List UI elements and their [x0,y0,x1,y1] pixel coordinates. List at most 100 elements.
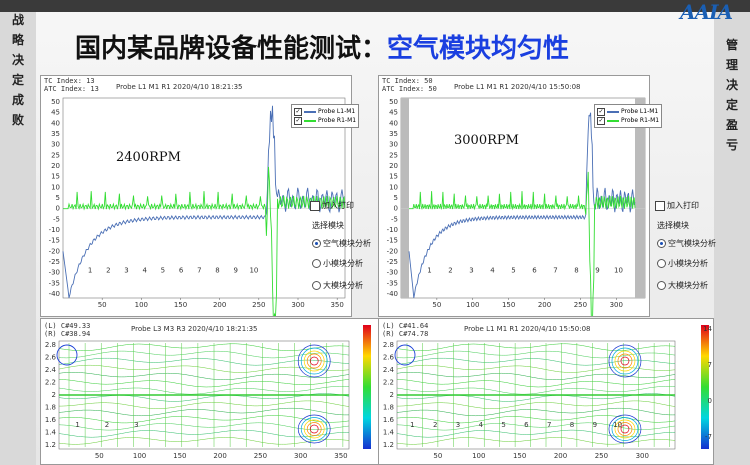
y-tick-label: 2.4 [383,366,395,374]
radio-large-module-left[interactable]: 大模块分析 [312,280,363,291]
r-value-label: (R) C#74.78 [382,330,428,338]
legend-item[interactable]: ✓ Probe L1-M1 [294,107,356,116]
right-vertical-text: 管理决定盈亏 [725,38,738,152]
x-tick-label: 100 [466,301,479,309]
y-tick-label: -15 [49,237,60,245]
select-module-label-left: 选择模块 [312,221,344,230]
colorbar-tick-label: 14 [703,325,712,333]
l-value-label: (L) C#41.64 [382,322,428,330]
y-tick-label: 2.2 [383,379,394,387]
select-module-label-right: 选择模块 [657,221,689,230]
left-vertical-text: 战略决定成败 [11,13,24,127]
y-tick-label: -5 [53,215,60,223]
checkbox-icon [655,200,665,211]
segment-label: 8 [570,421,574,429]
y-tick-label: 35 [389,130,398,138]
segment-label: 3 [134,421,138,429]
y-tick-label: 0 [56,205,60,213]
title-main: 国内某品牌设备性能测试： [75,34,388,64]
y-tick-label: 2.6 [383,354,395,362]
legend-left: ✓ Probe L1-M1 ✓ Probe R1-M1 [291,104,360,128]
y-tick-label: 1.8 [383,404,394,412]
colorbar [701,325,709,449]
radio-label: 大模块分析 [668,281,708,290]
colorbar-tick-label: -7 [705,433,712,441]
y-tick-label: 5 [56,194,60,202]
series-l1-m1 [408,112,636,298]
radio-label: 空气模块分析 [668,239,716,248]
colorbar [363,325,371,449]
segment-label: 1 [88,267,92,275]
x-tick-label: 100 [133,452,146,460]
line-swatch-icon [607,119,619,122]
top-bar [0,0,750,12]
line-plot-right: TC Index: 50 ATC Index: 50 Probe L1 M1 R… [382,77,646,316]
y-tick-label: -35 [387,279,398,287]
line-swatch-icon [304,110,316,113]
y-tick-label: 50 [389,98,398,106]
segment-label: 3 [469,267,473,275]
print-label: 加入打印 [667,201,699,210]
segment-label: 4 [479,421,484,429]
rpm-label: 2400RPM [116,150,181,165]
radio-air-module-right[interactable]: 空气模块分析 [657,238,716,249]
legend-label: Probe R1-M1 [318,117,357,124]
radio-icon [312,281,321,290]
segment-label: 6 [179,267,184,275]
segment-label: 8 [215,267,219,275]
line-plot-panel-right: TC Index: 50 ATC Index: 50 Probe L1 M1 R… [378,75,663,317]
radio-label: 小模块分析 [323,259,363,268]
y-tick-label: 10 [389,183,398,191]
y-tick-label: -40 [49,290,60,298]
y-tick-label: 2.2 [45,379,56,387]
colorbar-tick-label: 7 [708,361,712,369]
line-plot-left: TC Index: 13 ATC Index: 13 Probe L1 M1 R… [44,77,346,316]
segment-label: 10 [614,267,623,275]
radio-small-module-right[interactable]: 小模块分析 [657,258,708,269]
radio-large-module-right[interactable]: 大模块分析 [657,280,708,291]
check-icon: ✓ [294,116,302,125]
title-highlight: 空气模块均匀性 [387,34,570,64]
legend-item[interactable]: ✓ Probe R1-M1 [294,116,356,125]
segment-label: 1 [410,421,414,429]
legend-item[interactable]: ✓ Probe L1-M1 [597,107,659,116]
legend-item[interactable]: ✓ Probe R1-M1 [597,116,659,125]
print-checkbox-right[interactable]: 加入打印 [655,200,699,211]
y-tick-label: 2.6 [45,354,57,362]
x-tick-label: 200 [554,452,567,460]
line-swatch-icon [304,119,316,122]
y-tick-label: 0 [394,205,398,213]
legend-label: Probe R1-M1 [621,117,660,124]
series-l1-m1 [62,105,346,299]
y-tick-label: -15 [387,237,398,245]
y-tick-label: 1.4 [383,429,395,437]
y-tick-label: -30 [49,269,60,277]
x-tick-label: 200 [213,301,226,309]
y-tick-label: 1.6 [45,416,57,424]
x-tick-label: 200 [213,452,226,460]
segment-label: 5 [161,267,165,275]
y-tick-label: -10 [387,226,398,234]
y-tick-label: 45 [51,109,60,117]
atc-index-label: ATC Index: 13 [44,85,99,93]
segment-label: 4 [142,267,147,275]
atc-index-label: ATC Index: 50 [382,85,437,93]
print-checkbox-left[interactable]: 加入打印 [310,200,354,211]
y-tick-label: 5 [394,194,398,202]
segment-label: 9 [233,267,237,275]
radio-icon [312,239,321,248]
series-r1-m1 [409,171,636,316]
radio-small-module-left[interactable]: 小模块分析 [312,258,363,269]
y-tick-label: 25 [51,151,60,159]
y-tick-label: -30 [387,269,398,277]
segment-label: 2 [448,267,452,275]
radio-icon [657,259,666,268]
x-tick-label: 50 [95,452,104,460]
x-tick-label: 250 [595,452,608,460]
right-sidebar: 管理决定盈亏 [714,0,750,465]
checkbox-icon [310,200,320,211]
y-tick-label: 45 [389,109,398,117]
segment-label: 7 [197,267,201,275]
radio-air-module-left[interactable]: 空气模块分析 [312,238,371,249]
